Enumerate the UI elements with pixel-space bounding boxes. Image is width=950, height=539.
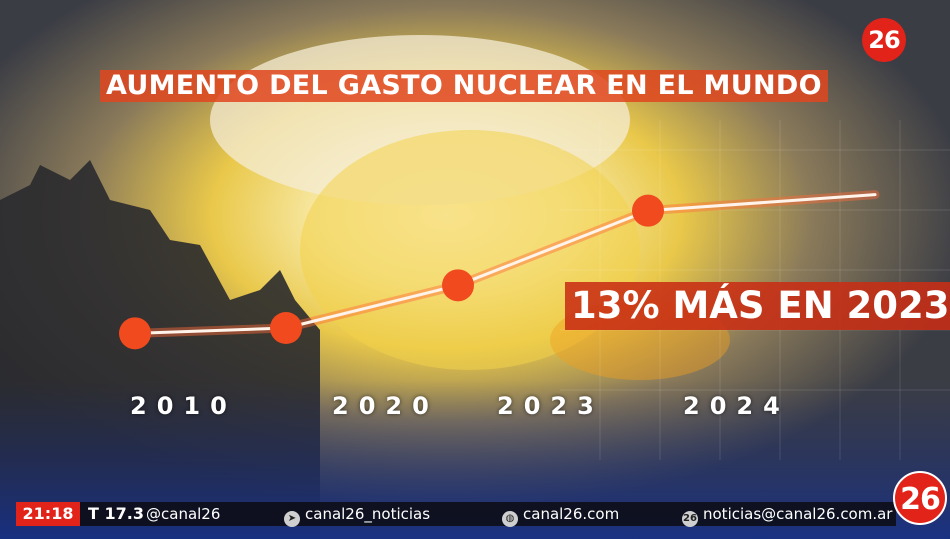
data-point-2010 bbox=[119, 317, 151, 350]
clock: 21:18 bbox=[16, 502, 80, 526]
ticker-item-instagram: @canal26 bbox=[146, 502, 220, 526]
x-tick-label-2020: 2020 bbox=[332, 392, 439, 420]
canal26-logo-top: 26 bbox=[862, 18, 906, 62]
ticker-item-whatsapp: 26 noticias@canal26.com.ar bbox=[682, 502, 892, 527]
ticker-item-web: ◍ canal26.com bbox=[502, 502, 619, 527]
ticker-item-telegram: ➤ canal26_noticias bbox=[284, 502, 430, 527]
x-tick-label-2010: 2010 bbox=[130, 392, 237, 420]
data-point-2023 bbox=[632, 194, 664, 227]
whatsapp-icon: 26 bbox=[682, 511, 698, 527]
data-point-2020 bbox=[442, 269, 474, 302]
ticker-item-text: canal26_noticias bbox=[305, 505, 431, 523]
news-ticker: 21:18 T 17.3 @canal26 ➤ canal26_noticias … bbox=[16, 502, 896, 527]
canal26-logo-bottom: 26 bbox=[893, 471, 947, 525]
x-tick-label-2023: 2023 bbox=[497, 392, 604, 420]
ticker-item-text: canal26.com bbox=[523, 505, 620, 523]
annotation-banner: 13% MÁS EN 2023 bbox=[565, 282, 950, 330]
data-point-2015 bbox=[270, 312, 302, 344]
ticker-item-text: noticias@canal26.com.ar bbox=[703, 505, 893, 523]
telegram-icon: ➤ bbox=[284, 511, 300, 527]
ticker-item-text: @canal26 bbox=[146, 505, 221, 523]
chart-title: AUMENTO DEL GASTO NUCLEAR EN EL MUNDO bbox=[100, 70, 828, 102]
globe-icon: ◍ bbox=[502, 511, 518, 527]
x-tick-label-2024: 2024 bbox=[683, 392, 790, 420]
temperature: T 17.3 bbox=[88, 504, 144, 523]
